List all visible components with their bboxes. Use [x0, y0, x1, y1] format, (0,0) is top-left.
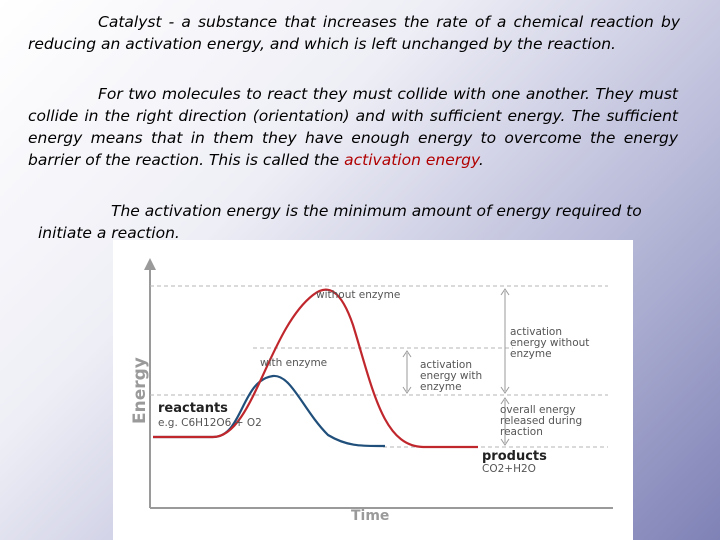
reactants-example: e.g. C6H12O6 + O2: [158, 417, 262, 429]
svg-text:activation: activation: [510, 326, 562, 338]
activation-energy-term: activation energy: [344, 151, 479, 169]
catalyst-definition: Catalyst - a substance that increases th…: [28, 11, 680, 55]
catalyst-term: Catalyst: [98, 13, 162, 31]
collision-end: .: [478, 151, 484, 169]
activation-without-arrow: [500, 288, 510, 394]
x-axis-label: Time: [351, 508, 389, 524]
activation-without-label: activation energy without enzyme: [510, 326, 589, 360]
collision-paragraph: For two molecules to react they must col…: [28, 83, 678, 171]
activation-definition-text: The activation energy is the minimum amo…: [38, 202, 642, 242]
svg-text:overall energy: overall energy: [500, 404, 576, 416]
catalyst-definition-text: - a substance that increases the rate of…: [28, 13, 680, 53]
svg-text:activation: activation: [420, 359, 472, 371]
collision-text: For two molecules to react they must col…: [28, 85, 678, 169]
y-axis: [144, 258, 156, 508]
products-formula: CO2+H2O: [482, 463, 536, 475]
svg-text:energy with: energy with: [420, 370, 482, 382]
reactants-label: reactants: [158, 401, 228, 416]
products-label: products: [482, 449, 547, 464]
energy-diagram-svg: Energy Time without enzyme with enzyme r…: [130, 258, 613, 524]
curve-with-enzyme: [153, 374, 386, 448]
activation-with-arrow: [402, 350, 412, 394]
curve-without-enzyme: [153, 288, 478, 449]
svg-text:enzyme: enzyme: [420, 381, 462, 393]
with-enzyme-label: with enzyme: [260, 357, 327, 369]
svg-text:enzyme: enzyme: [510, 348, 552, 360]
activation-with-label: activation energy with enzyme: [420, 359, 482, 393]
svg-text:reaction: reaction: [500, 426, 543, 438]
y-axis-label: Energy: [130, 357, 150, 424]
overall-energy-label: overall energy released during reaction: [500, 404, 582, 438]
overall-energy-arrow: [500, 397, 510, 446]
energy-diagram: Energy Time without enzyme with enzyme r…: [113, 240, 633, 540]
svg-text:released during: released during: [500, 415, 582, 427]
svg-text:energy without: energy without: [510, 337, 589, 349]
without-enzyme-label: without enzyme: [316, 289, 400, 301]
activation-energy-definition: The activation energy is the minimum amo…: [38, 200, 678, 244]
